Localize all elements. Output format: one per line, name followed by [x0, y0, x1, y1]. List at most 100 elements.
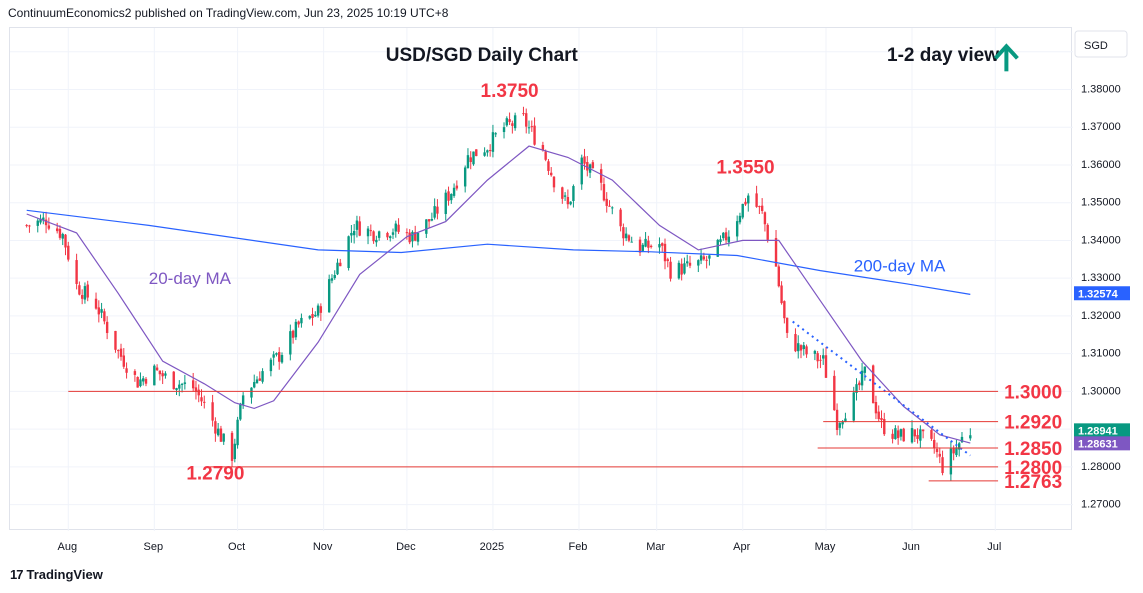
price-tick-label: 1.27000 [1081, 499, 1121, 511]
candle-body-up [841, 421, 844, 425]
candle-body-up [960, 436, 964, 443]
candle-body-down [930, 430, 933, 439]
candle-body-down [833, 375, 836, 411]
candle-body-down [161, 373, 164, 377]
swing-level-label: 1.3550 [716, 157, 774, 178]
candle-body-down [835, 409, 839, 430]
candle-body-up [83, 286, 87, 300]
candle-body-down [608, 205, 611, 207]
candle-body-down [80, 294, 84, 299]
time-tick-label: Nov [313, 541, 333, 553]
candle-body-up [180, 383, 184, 385]
price-tick-label: 1.33000 [1081, 272, 1121, 284]
candle-body-up [563, 195, 567, 197]
candle-body-down [386, 232, 389, 238]
candle-body-up [919, 429, 922, 441]
candle-body-up [686, 261, 689, 264]
candle-body-up [955, 447, 958, 456]
candle-body-up [289, 331, 292, 355]
candle-body-up [316, 305, 320, 316]
candle-body-up [569, 201, 572, 205]
time-axis-svg: Aug Sep Oct Nov Dec 2025 Feb Mar Apr May Jun Jul [57, 541, 1001, 553]
chart-area[interactable]: 1.3000 1.2920 1.2850 1.2800 1.2763 1.3750 1.35… [9, 27, 1073, 531]
candle-body-up [855, 384, 858, 393]
candle-body-down [552, 176, 556, 188]
price-tick-label: 1.28000 [1081, 461, 1121, 473]
candle-body-up [735, 221, 739, 237]
candle-body-down [874, 402, 878, 414]
tradingview-branding: 17 TradingView [10, 567, 103, 582]
candle-body-down [47, 225, 51, 229]
price-badge-label: 1.28941 [1078, 425, 1118, 437]
candle-body-down [44, 219, 48, 226]
brand-name: TradingView [26, 567, 103, 582]
time-tick-label: May [815, 541, 836, 553]
candle-body-down [311, 314, 314, 318]
candle-body-up [139, 379, 142, 387]
candle-body-down [447, 191, 450, 201]
time-tick-label: Feb [568, 541, 587, 553]
candle-body-up [366, 228, 370, 237]
candle-body-down [647, 240, 650, 248]
candle-body-down [136, 377, 139, 388]
time-tick-label: Aug [57, 541, 77, 553]
time-axis[interactable]: Aug Sep Oct Nov Dec 2025 Feb Mar Apr May Jun Jul [9, 530, 1072, 560]
candle-body-up [899, 429, 903, 437]
candle-body-down [358, 221, 361, 236]
candle-body-up [333, 275, 336, 279]
candle-body-down [541, 144, 545, 151]
candle-body-down [291, 330, 295, 338]
candle-body-down [78, 285, 81, 295]
candle-body-down [816, 353, 819, 362]
candle-body-down [214, 421, 217, 434]
candle-body-down [933, 439, 936, 448]
candle-body-down [591, 162, 595, 169]
candle-body-up [355, 220, 359, 230]
up-arrow-head [993, 43, 1019, 60]
candle-body-up [308, 315, 311, 319]
candle-body-down [744, 201, 747, 205]
candle-body-down [105, 321, 109, 334]
candle-body-down [669, 261, 672, 279]
candle-body-down [103, 311, 106, 322]
candle-body-up [375, 239, 378, 243]
price-tick-label: 1.32000 [1081, 310, 1121, 322]
price-axis[interactable]: 1.270001.280001.290001.300001.310001.320… [1072, 27, 1143, 530]
candle-body-up [350, 232, 353, 236]
candle-body-up [61, 233, 64, 239]
candle-body-down [211, 402, 214, 421]
candle-body-up [483, 152, 486, 156]
publisher-header: ContinuumEconomics2 published on Trading… [8, 6, 449, 20]
candle-body-down [194, 387, 198, 392]
candle-body-up [239, 403, 242, 420]
candle-body-down [544, 151, 547, 160]
candle-body-down [819, 359, 822, 361]
candle-body-down [766, 224, 769, 240]
candle-body-up [175, 388, 178, 391]
candle-body-down [533, 125, 536, 145]
candle-body-up [327, 279, 331, 313]
candle-body-down [547, 161, 550, 171]
candle-body-down [372, 231, 375, 242]
candle-body-up [708, 255, 711, 259]
candle-body-up [580, 157, 583, 185]
candle-body-down [891, 433, 894, 439]
price-badge [1074, 286, 1130, 301]
tradingview-logo-icon: 17 [10, 567, 24, 582]
candle-body-down [397, 224, 400, 232]
candle-body-up [347, 236, 350, 268]
candle-body-up [486, 150, 489, 153]
candle-body-up [513, 115, 517, 129]
candle-body-down [369, 230, 373, 232]
candle-body-up [969, 435, 972, 439]
candle-body-down [427, 219, 431, 222]
candle-body-down [144, 378, 148, 384]
price-badge-label: 1.28631 [1078, 438, 1118, 450]
time-tick-label: Dec [396, 541, 416, 553]
candle-body-down [508, 119, 511, 123]
candle-body-up [860, 370, 864, 386]
level-label: 1.3000 [1004, 382, 1062, 403]
candle-body-down [755, 193, 758, 207]
candle-body-up [738, 215, 742, 223]
price-tick-label: 1.34000 [1081, 234, 1121, 246]
